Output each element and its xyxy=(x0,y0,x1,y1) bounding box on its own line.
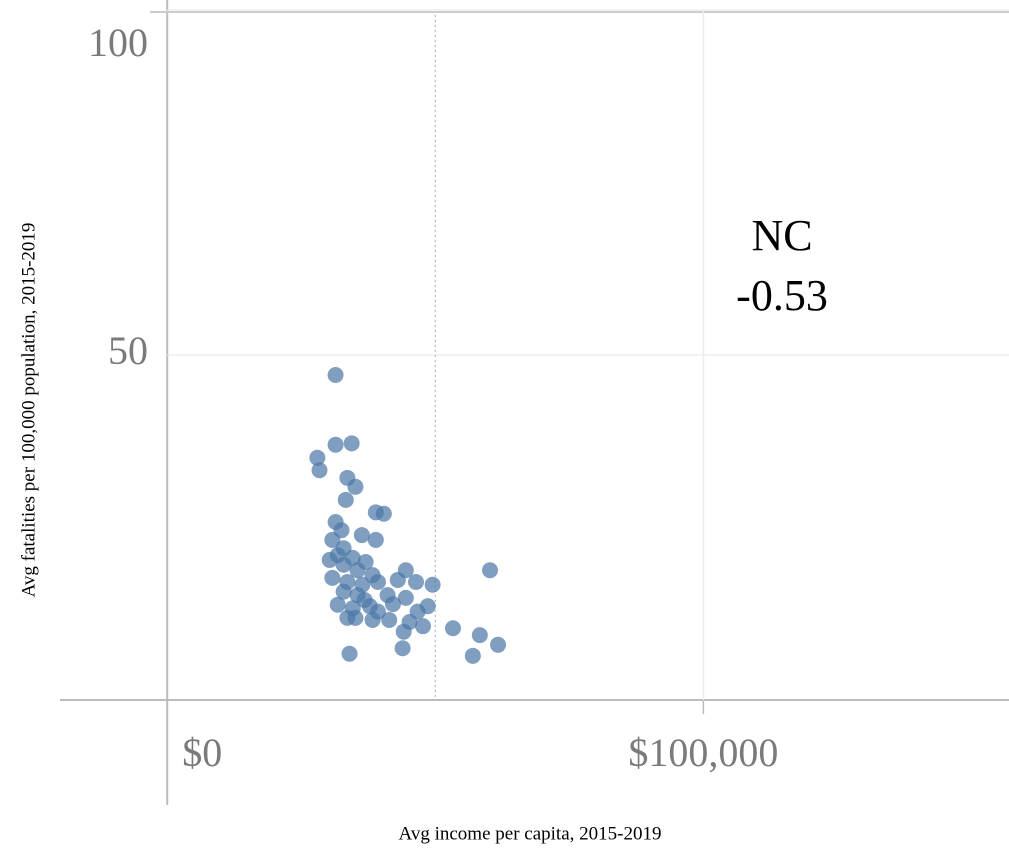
point xyxy=(335,556,352,573)
point xyxy=(397,589,414,606)
y-tick-label: 50 xyxy=(108,328,148,373)
point xyxy=(309,449,326,466)
annotation: -0.53 xyxy=(736,271,828,320)
point xyxy=(395,623,412,640)
point xyxy=(349,562,366,579)
point xyxy=(337,491,354,508)
point xyxy=(471,627,488,644)
point xyxy=(343,435,360,452)
point xyxy=(414,618,431,635)
point xyxy=(333,522,350,539)
point xyxy=(464,647,481,664)
point xyxy=(369,574,386,591)
point xyxy=(353,527,370,544)
point xyxy=(408,574,425,591)
point xyxy=(381,611,398,628)
y-axis-label: Avg fatalities per 100,000 population, 2… xyxy=(18,223,39,598)
point xyxy=(311,462,328,479)
point xyxy=(339,609,356,626)
point xyxy=(367,531,384,548)
point xyxy=(341,645,358,662)
point xyxy=(327,367,344,384)
point xyxy=(424,576,441,593)
y-tick-label: 100 xyxy=(88,20,148,65)
x-tick-label: $0 xyxy=(182,730,222,775)
point xyxy=(329,596,346,613)
x-axis-label: Avg income per capita, 2015-2019 xyxy=(399,823,662,844)
point xyxy=(327,436,344,453)
annotation: NC xyxy=(751,211,812,260)
point xyxy=(375,505,392,522)
point xyxy=(389,571,406,588)
x-tick-label: $100,000 xyxy=(628,730,778,775)
point xyxy=(384,596,401,613)
point xyxy=(481,562,498,579)
point xyxy=(324,569,341,586)
point xyxy=(369,603,386,620)
point xyxy=(321,551,338,568)
point xyxy=(356,591,373,608)
point xyxy=(335,583,352,600)
point xyxy=(394,640,411,657)
point xyxy=(490,636,507,653)
point xyxy=(347,478,364,495)
point xyxy=(409,603,426,620)
point xyxy=(445,620,462,637)
